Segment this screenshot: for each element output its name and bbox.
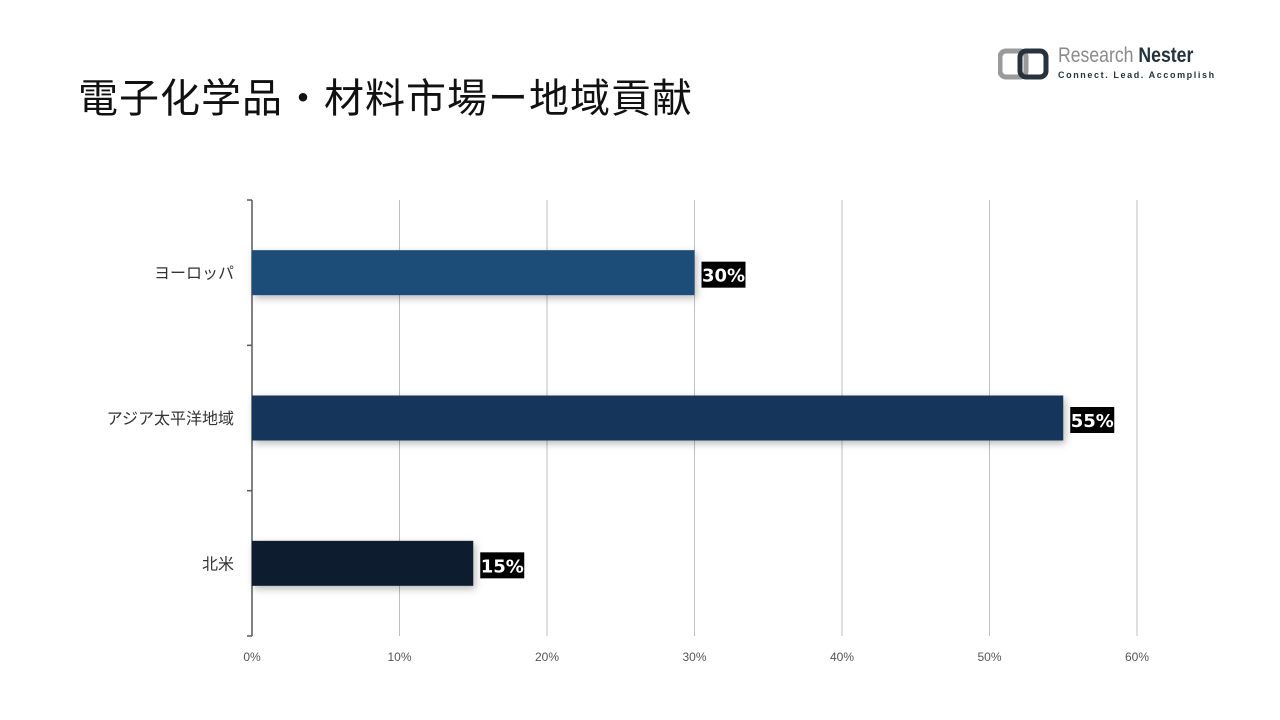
data-label: 30% bbox=[702, 266, 745, 287]
logo-mark-icon bbox=[998, 48, 1049, 80]
x-tick-label: 30% bbox=[682, 650, 706, 664]
category-label: 北米 bbox=[202, 554, 234, 573]
x-tick-label: 50% bbox=[977, 650, 1001, 664]
x-tick-label: 40% bbox=[830, 650, 854, 664]
logo-name: Research Nester bbox=[1058, 44, 1193, 68]
x-tick-label: 60% bbox=[1125, 650, 1149, 664]
data-label: 55% bbox=[1071, 411, 1114, 432]
x-tick-label: 20% bbox=[535, 650, 559, 664]
x-tick-label: 10% bbox=[387, 650, 411, 664]
category-label: アジア太平洋地域 bbox=[107, 409, 234, 428]
research-nester-logo: Research Nester Connect. Lead. Accomplis… bbox=[998, 44, 1216, 82]
data-label: 15% bbox=[481, 556, 524, 577]
data-label-box bbox=[701, 261, 746, 288]
bar bbox=[252, 250, 695, 296]
bar bbox=[252, 540, 474, 586]
category-label: ヨーロッパ bbox=[154, 264, 234, 283]
bar bbox=[252, 395, 1064, 441]
logo-name-light: Research bbox=[1058, 44, 1134, 67]
data-label-box bbox=[1070, 407, 1115, 433]
x-tick-label: 0% bbox=[243, 650, 261, 664]
logo-tagline: Connect. Lead. Accomplish bbox=[1058, 70, 1216, 80]
data-label-box bbox=[480, 552, 525, 579]
page-title: 電子化学品・材料市場ー地域貢献 bbox=[78, 76, 693, 122]
logo-name-bold: Nester bbox=[1138, 44, 1194, 67]
